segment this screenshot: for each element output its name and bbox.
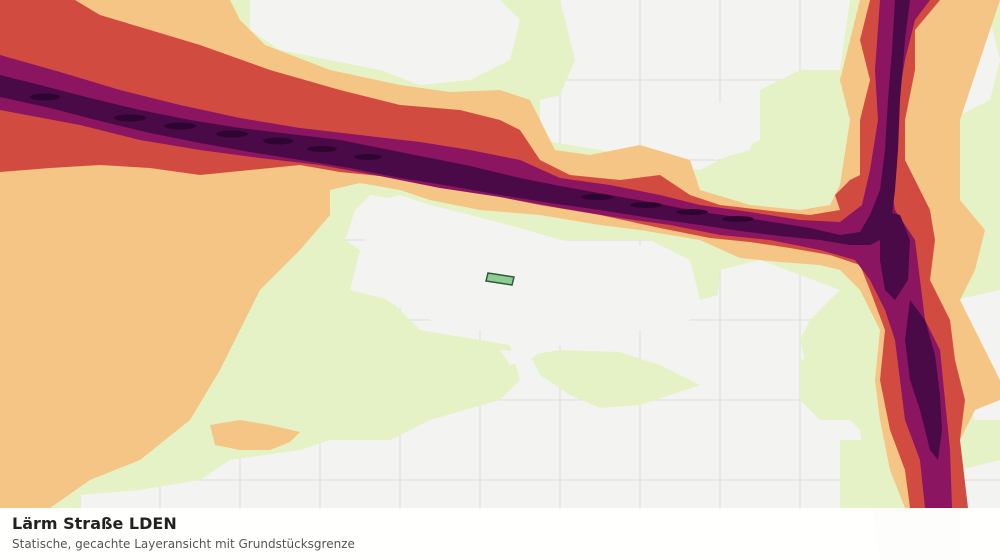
layer-subtitle: Statische, gecachte Layeransicht mit Gru…	[12, 537, 355, 551]
parcel-boundary[interactable]	[485, 272, 515, 286]
clearings	[250, 0, 1000, 420]
noise-band-5	[0, 0, 942, 460]
map-caption: Lärm Straße LDEN Statische, gecachte Lay…	[0, 508, 1000, 560]
road-marks	[30, 93, 754, 222]
layer-title: Lärm Straße LDEN	[12, 514, 177, 533]
noise-band-4	[0, 0, 952, 508]
